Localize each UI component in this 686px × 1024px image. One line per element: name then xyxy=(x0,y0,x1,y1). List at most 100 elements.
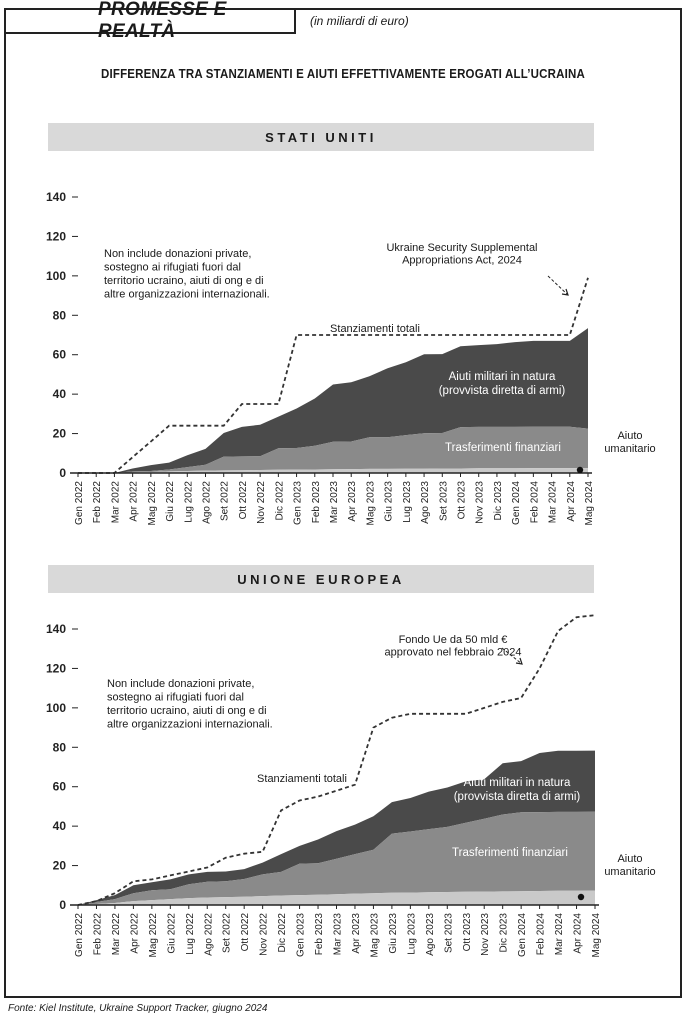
us-ytick-label: 20 xyxy=(53,427,67,441)
eu-label-military-sub: (provvista diretta di armi) xyxy=(454,791,581,803)
source-note: Fonte: Kiel Institute, Ukraine Support T… xyxy=(8,1003,268,1014)
us-annotation-arrowhead xyxy=(561,288,569,296)
us-xtick-label: Feb 2022 xyxy=(92,481,103,524)
eu-ytick-label: 120 xyxy=(46,661,66,675)
eu-xtick-label: Set 2023 xyxy=(443,913,454,953)
frame-left-line xyxy=(4,8,6,998)
us-label-humanitarian: Aiuto xyxy=(617,430,642,442)
eu-xtick-label: Mag 2024 xyxy=(591,913,602,958)
eu-annotation-line: approvato nel febbraio 2024 xyxy=(385,647,522,659)
eu-ytick-label: 0 xyxy=(59,898,66,912)
us-financial-area xyxy=(78,426,588,473)
eu-xtick-label: Feb 2022 xyxy=(93,913,104,956)
eu-label-allocations: Stanziamenti totali xyxy=(257,773,347,785)
eu-xtick-label: Gen 2023 xyxy=(296,913,307,957)
us-xtick-label: Mag 2024 xyxy=(584,481,595,526)
frame-top-line xyxy=(296,8,682,10)
us-ytick-label: 80 xyxy=(53,308,67,322)
us-label-military: Aiuti militari in natura xyxy=(449,371,556,383)
eu-section-title: UNIONE EUROPEA xyxy=(237,571,405,587)
us-xtick-label: Ago 2023 xyxy=(420,481,431,524)
us-xtick-label: Set 2022 xyxy=(220,481,231,521)
us-humanitarian-dot xyxy=(576,466,584,474)
us-ytick-label: 140 xyxy=(46,190,66,204)
eu-ytick-label: 80 xyxy=(53,740,67,754)
us-xtick-label: Gen 2023 xyxy=(293,481,304,525)
eu-xtick-label: Mar 2024 xyxy=(554,913,565,956)
frame-title-under-line xyxy=(4,32,100,34)
us-allocations-line xyxy=(78,277,589,474)
eu-xtick-label: Apr 2023 xyxy=(351,913,362,954)
us-xtick-label: Gen 2024 xyxy=(511,481,522,525)
us-xtick-label: Lug 2023 xyxy=(402,481,413,523)
eu-label-humanitarian: Aiuto xyxy=(617,853,642,865)
us-xtick-label: Gen 2022 xyxy=(74,481,85,525)
us-ytick-label: 60 xyxy=(53,348,67,362)
us-xtick-label: Feb 2024 xyxy=(529,481,540,524)
eu-xtick-label: Mag 2022 xyxy=(148,913,159,958)
eu-ytick-label: 100 xyxy=(46,701,66,715)
eu-xtick-label: Gen 2024 xyxy=(517,913,528,957)
eu-note-line: Non include donazioni private, xyxy=(107,678,254,690)
eu-military-area xyxy=(78,750,595,905)
us-annotation-line: Appropriations Act, 2024 xyxy=(402,255,522,267)
eu-xtick-label: Apr 2024 xyxy=(573,913,584,954)
eu-annotation-arrowhead xyxy=(515,657,523,665)
eu-xtick-label: Feb 2024 xyxy=(536,913,547,956)
us-label-humanitarian-sub: umanitario xyxy=(604,443,655,455)
us-label-allocations: Stanziamenti totali xyxy=(330,323,420,335)
eu-xtick-label: Set 2022 xyxy=(222,913,233,953)
us-xtick-label: Nov 2022 xyxy=(256,481,267,524)
eu-annotation-arrow xyxy=(501,647,523,665)
us-xtick-label: Mag 2023 xyxy=(365,481,376,526)
us-xtick-label: Mar 2023 xyxy=(329,481,340,524)
eu-note-line: altre organizzazioni internazionali. xyxy=(107,719,273,731)
main-title: PROMESSE E REALTÀ xyxy=(98,0,296,42)
eu-ytick-label: 40 xyxy=(53,819,67,833)
eu-humanitarian-area xyxy=(78,890,595,905)
us-section-title: STATI UNITI xyxy=(265,129,377,145)
chart-headline: DIFFERENZA TRA STANZIAMENTI E AIUTI EFFE… xyxy=(101,67,585,81)
us-xtick-label: Feb 2023 xyxy=(311,481,322,524)
eu-note-line: sostegno ai rifugiati fuori dal xyxy=(107,692,244,704)
frame-title-left-line xyxy=(4,8,100,10)
us-military-area xyxy=(78,328,588,473)
us-xtick-label: Apr 2024 xyxy=(566,481,577,522)
eu-financial-area xyxy=(78,811,595,905)
eu-annotation-line: Fondo Ue da 50 mld € xyxy=(399,634,508,646)
us-xtick-label: Set 2023 xyxy=(438,481,449,521)
us-xtick-label: Ott 2022 xyxy=(238,481,249,520)
us-humanitarian-area xyxy=(78,468,588,473)
us-xtick-label: Mar 2024 xyxy=(548,481,559,524)
eu-xtick-label: Lug 2022 xyxy=(185,913,196,955)
eu-xtick-label: Gen 2022 xyxy=(74,913,85,957)
us-note-line: Non include donazioni private, xyxy=(104,248,251,260)
eu-note-line: territorio ucraino, aiuti di ong e di xyxy=(107,705,267,717)
us-section-band: STATI UNITI xyxy=(48,123,594,151)
us-xtick-label: Giu 2023 xyxy=(384,481,395,522)
us-ytick-label: 0 xyxy=(59,466,66,480)
us-xtick-label: Ago 2022 xyxy=(202,481,213,524)
eu-xtick-label: Mar 2022 xyxy=(111,913,122,956)
us-label-military-sub: (provvista diretta di armi) xyxy=(439,385,566,397)
us-xtick-label: Nov 2023 xyxy=(475,481,486,524)
eu-label-military: Aiuti militari in natura xyxy=(464,777,571,789)
eu-label-financial: Trasferimenti finanziari xyxy=(452,847,568,859)
us-ytick-label: 120 xyxy=(46,229,66,243)
us-xtick-label: Mar 2022 xyxy=(110,481,121,524)
us-label-financial: Trasferimenti finanziari xyxy=(445,442,561,454)
us-annotation-arrow xyxy=(547,275,569,296)
eu-area-chart: 0 20 40 60 80 100 120 140 Gen 2022 Feb 2022 Mar 20… xyxy=(46,614,656,958)
eu-xtick-label: Ago 2023 xyxy=(425,913,436,956)
eu-label-humanitarian-sub: umanitario xyxy=(604,866,655,878)
us-xtick-label: Apr 2022 xyxy=(129,481,140,522)
eu-section-band: UNIONE EUROPEA xyxy=(48,565,594,593)
us-xtick-label: Mag 2022 xyxy=(147,481,158,526)
us-area-chart: 0 20 40 60 80 100 120 140 Gen 2022 Feb 2022 Mar 20… xyxy=(46,190,656,526)
us-ytick-label: 40 xyxy=(53,387,67,401)
us-xtick-label: Giu 2022 xyxy=(165,481,176,522)
eu-xtick-label: Nov 2022 xyxy=(259,913,270,956)
us-xtick-label: Ott 2023 xyxy=(457,481,468,520)
eu-xtick-label: Mag 2023 xyxy=(369,913,380,958)
